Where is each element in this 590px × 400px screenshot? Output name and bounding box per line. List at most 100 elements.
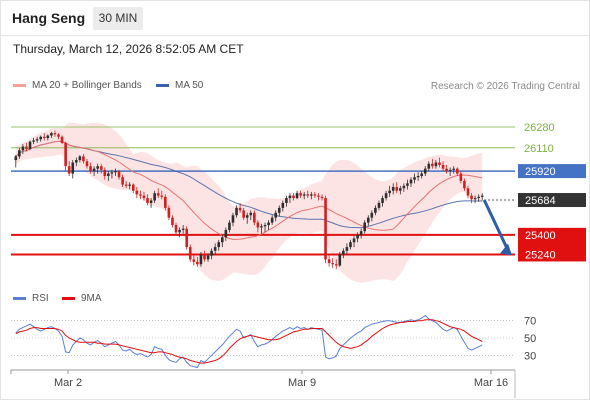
candle-body: [25, 146, 28, 150]
legend-bollinger: MA 20 + Bollinger Bands: [13, 80, 142, 91]
chart-header: Hang Seng 30 MIN: [0, 0, 590, 36]
legend-ma50-label: MA 50: [175, 80, 204, 91]
candle-body: [370, 212, 374, 218]
candle-body: [89, 166, 92, 172]
candle-body: [32, 140, 35, 142]
x-tick-label-2: Mar 9: [288, 377, 316, 389]
candle-body: [473, 198, 477, 200]
candle-body: [256, 222, 260, 228]
candle-body: [53, 133, 57, 135]
candle-body: [466, 188, 470, 196]
resistance-label-2: 26110: [524, 143, 554, 155]
candle-body: [142, 195, 146, 199]
candle-body: [452, 168, 456, 170]
candle-body: [302, 194, 306, 196]
candle-body: [196, 261, 199, 265]
candle-body: [114, 171, 117, 173]
candle-body: [431, 163, 434, 167]
candle-body: [92, 168, 96, 172]
candle-body: [213, 247, 217, 251]
candle-body: [263, 225, 267, 227]
candle-body: [363, 222, 367, 232]
candle-body: [82, 156, 85, 162]
candle-body: [107, 173, 110, 176]
candle-body: [438, 162, 441, 165]
candle-body: [39, 136, 43, 140]
candle-body: [220, 237, 224, 243]
candle-body: [384, 193, 388, 199]
legend-bollinger-label: MA 20 + Bollinger Bands: [32, 80, 142, 91]
candle-body: [160, 195, 164, 197]
candle-body: [171, 217, 174, 226]
candle-body: [253, 212, 256, 223]
candle-body: [470, 195, 473, 200]
candle-body: [395, 187, 399, 191]
candle-body: [349, 242, 352, 248]
last-price-tag-bg: [518, 193, 586, 208]
candle-body: [128, 184, 132, 186]
candle-body: [110, 172, 114, 174]
resistance-label-1: 26280: [524, 122, 555, 134]
candle-body: [480, 195, 484, 197]
ma20-line: [15, 140, 483, 240]
forecast-arrow-head: [500, 243, 512, 256]
candle-body: [310, 194, 313, 196]
candle-body: [50, 133, 53, 136]
candle-body: [167, 207, 171, 218]
candle-body: [317, 195, 320, 197]
candle-body: [455, 168, 459, 174]
candle-body: [242, 210, 245, 218]
candle-body: [313, 194, 317, 196]
x-tick-label-1: Mar 2: [54, 377, 82, 389]
candle-body: [356, 234, 359, 239]
candle-body: [366, 217, 370, 223]
candle-body: [459, 173, 463, 181]
candle-body: [217, 242, 221, 248]
candle-body: [153, 193, 156, 201]
legend-rsi: RSI: [13, 293, 49, 304]
candle-body: [103, 169, 107, 176]
candle-body: [71, 162, 75, 174]
candle-body: [99, 166, 103, 170]
last-price-tag-text: 25684: [525, 195, 556, 207]
candle-body: [306, 194, 310, 196]
copyright-notice: Research © 2026 Trading Central: [430, 81, 580, 92]
candle-body: [416, 176, 420, 178]
candle-body: [131, 184, 135, 191]
bollinger-band: [15, 122, 483, 283]
timeframe-badge[interactable]: 30 MIN: [93, 7, 143, 30]
candle-body: [18, 150, 21, 157]
candle-body: [288, 195, 292, 199]
candle-body: [463, 180, 466, 189]
rsi-ma-line: [15, 319, 483, 364]
candle-body: [277, 207, 281, 213]
candle-body: [199, 254, 203, 265]
candles-group: [14, 130, 484, 270]
pivot-price-tag-bg: [518, 164, 586, 179]
candle-body: [35, 139, 39, 141]
candle-body: [46, 135, 50, 138]
candle-body: [413, 177, 416, 180]
candle-body: [359, 231, 363, 235]
candle-body: [60, 136, 64, 143]
support-price-tag-text-1: 25400: [525, 230, 556, 242]
candle-body: [174, 225, 178, 233]
candle-body: [338, 254, 342, 266]
candle-body: [178, 229, 181, 233]
candle-body: [299, 193, 302, 196]
bollinger-swatch: [13, 84, 26, 87]
candle-body: [427, 163, 431, 169]
candle-body: [324, 198, 327, 260]
candle-body: [281, 202, 285, 208]
candle-body: [192, 259, 196, 262]
candle-body: [14, 156, 18, 161]
candle-body: [388, 190, 391, 194]
candle-body: [164, 196, 167, 208]
rsi-ma-swatch: [62, 297, 75, 300]
support-price-tag-bg: [518, 227, 586, 262]
candle-body: [320, 196, 324, 199]
candle-body: [67, 166, 71, 174]
candle-body: [78, 156, 82, 161]
candle-body: [57, 134, 60, 137]
candle-body: [146, 198, 149, 203]
